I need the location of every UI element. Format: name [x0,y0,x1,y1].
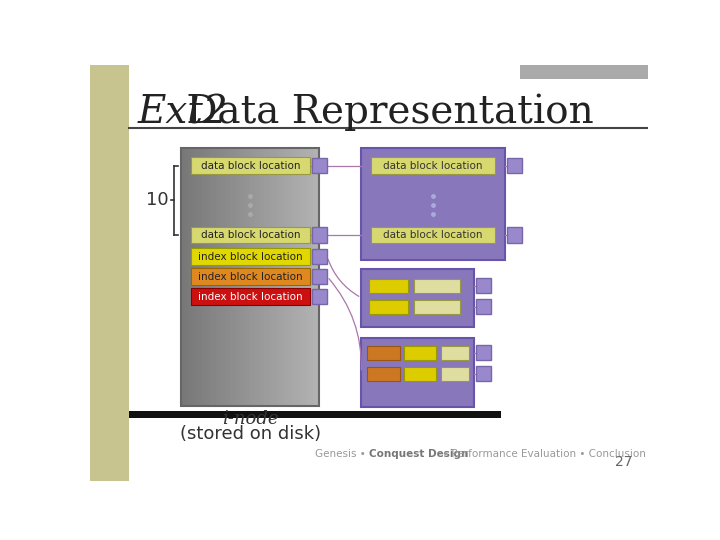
FancyBboxPatch shape [299,148,302,406]
FancyBboxPatch shape [414,300,461,314]
FancyBboxPatch shape [292,148,295,406]
FancyBboxPatch shape [243,148,247,406]
FancyBboxPatch shape [312,148,316,406]
FancyBboxPatch shape [191,157,310,174]
FancyBboxPatch shape [90,65,129,481]
FancyBboxPatch shape [264,148,268,406]
FancyBboxPatch shape [289,148,292,406]
FancyBboxPatch shape [282,148,285,406]
FancyBboxPatch shape [371,226,495,244]
FancyBboxPatch shape [233,148,237,406]
FancyBboxPatch shape [312,227,327,242]
Text: data block location: data block location [383,230,482,240]
FancyBboxPatch shape [216,148,220,406]
Text: i-node: i-node [222,410,279,428]
FancyBboxPatch shape [367,367,400,381]
FancyBboxPatch shape [404,367,436,381]
FancyBboxPatch shape [199,148,202,406]
FancyBboxPatch shape [251,148,254,406]
FancyBboxPatch shape [369,300,408,314]
FancyBboxPatch shape [222,148,226,406]
Text: index block location: index block location [198,292,302,301]
Text: Conquest Design: Conquest Design [369,449,469,458]
FancyBboxPatch shape [367,346,400,360]
FancyBboxPatch shape [181,148,185,406]
Text: index block location: index block location [198,272,302,281]
Text: (stored on disk): (stored on disk) [180,426,321,443]
FancyBboxPatch shape [192,148,195,406]
FancyBboxPatch shape [191,268,310,285]
FancyBboxPatch shape [476,278,492,294]
FancyBboxPatch shape [240,148,243,406]
FancyBboxPatch shape [212,148,216,406]
Text: • Performance Evaluation • Conclusion: • Performance Evaluation • Conclusion [438,449,646,458]
FancyBboxPatch shape [129,411,500,418]
Text: 10: 10 [145,191,168,210]
Text: data block location: data block location [383,161,482,171]
FancyBboxPatch shape [254,148,257,406]
FancyBboxPatch shape [312,269,327,284]
Text: Ext2: Ext2 [138,94,229,131]
FancyBboxPatch shape [476,299,492,314]
FancyBboxPatch shape [209,148,212,406]
FancyBboxPatch shape [189,148,192,406]
FancyBboxPatch shape [230,148,233,406]
FancyBboxPatch shape [520,65,648,79]
FancyBboxPatch shape [226,148,230,406]
FancyBboxPatch shape [257,148,261,406]
FancyBboxPatch shape [371,157,495,174]
FancyBboxPatch shape [185,148,189,406]
FancyBboxPatch shape [312,158,327,173]
FancyBboxPatch shape [312,289,327,304]
FancyBboxPatch shape [476,345,492,361]
FancyBboxPatch shape [285,148,289,406]
FancyBboxPatch shape [404,346,436,360]
FancyBboxPatch shape [369,279,408,293]
FancyBboxPatch shape [295,148,299,406]
FancyBboxPatch shape [361,338,474,408]
FancyBboxPatch shape [278,148,282,406]
FancyBboxPatch shape [316,148,320,406]
FancyBboxPatch shape [261,148,264,406]
FancyBboxPatch shape [237,148,240,406]
FancyBboxPatch shape [191,226,310,244]
FancyBboxPatch shape [305,148,309,406]
Text: 27: 27 [615,455,632,469]
FancyBboxPatch shape [191,248,310,265]
FancyBboxPatch shape [507,158,523,173]
FancyBboxPatch shape [414,279,461,293]
FancyBboxPatch shape [247,148,251,406]
Text: data block location: data block location [201,161,300,171]
FancyBboxPatch shape [191,288,310,305]
FancyBboxPatch shape [476,366,492,381]
FancyBboxPatch shape [361,269,474,327]
FancyBboxPatch shape [268,148,271,406]
Text: Data Representation: Data Representation [174,94,594,131]
FancyBboxPatch shape [195,148,199,406]
FancyBboxPatch shape [441,346,469,360]
FancyBboxPatch shape [206,148,209,406]
Text: Genesis •: Genesis • [315,449,369,458]
FancyBboxPatch shape [202,148,206,406]
FancyBboxPatch shape [274,148,278,406]
FancyBboxPatch shape [441,367,469,381]
FancyBboxPatch shape [220,148,222,406]
Text: data block location: data block location [201,230,300,240]
FancyBboxPatch shape [271,148,274,406]
FancyBboxPatch shape [507,227,523,242]
FancyBboxPatch shape [312,249,327,264]
Text: index block location: index block location [198,252,302,261]
FancyBboxPatch shape [302,148,305,406]
FancyBboxPatch shape [361,148,505,260]
FancyBboxPatch shape [309,148,312,406]
